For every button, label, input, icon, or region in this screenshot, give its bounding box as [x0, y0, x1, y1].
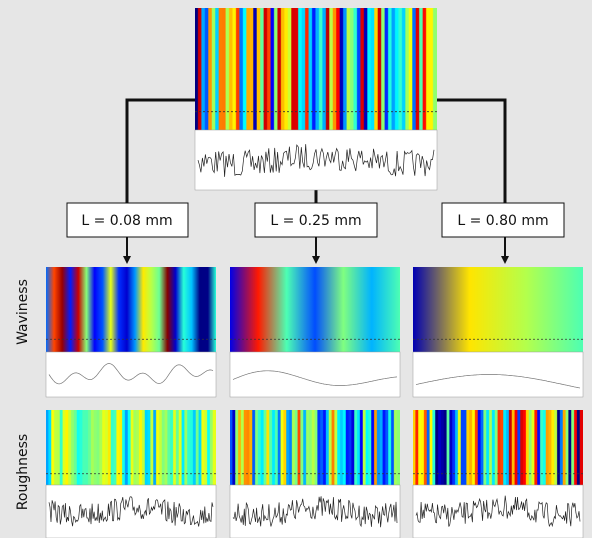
filter-label: L = 0.25 mm [270, 213, 361, 229]
label-boxes: L = 0.08 mm L = 0.25 mm L = 0.80 mm [66, 202, 565, 238]
label-box [254, 202, 378, 238]
connector [437, 98, 507, 203]
profile-box [194, 129, 438, 191]
connector [125, 98, 195, 203]
row-label: Waviness [15, 279, 31, 345]
profile-line [232, 496, 398, 528]
profile-line [232, 370, 398, 386]
profile-line [48, 496, 214, 527]
profile-box [45, 484, 217, 538]
height-map [413, 410, 583, 485]
height-map [195, 8, 437, 130]
filter-label: L = 0.80 mm [457, 213, 548, 229]
connectors [123, 98, 509, 264]
label-box [441, 202, 565, 238]
profile-box [229, 484, 401, 538]
height-map [413, 267, 583, 352]
height-map [230, 410, 400, 485]
profile-line [48, 363, 214, 385]
profile-line [197, 144, 435, 177]
label-box [66, 202, 189, 238]
filter-label: L = 0.08 mm [81, 213, 172, 229]
profile-box [229, 351, 401, 398]
height-map [230, 267, 400, 352]
height-map [46, 267, 216, 352]
profile-box [45, 351, 217, 398]
row-label: Roughness [15, 434, 31, 510]
panels [45, 8, 584, 538]
height-map [46, 410, 216, 485]
profile-line [415, 495, 581, 528]
profile-line [415, 374, 581, 389]
